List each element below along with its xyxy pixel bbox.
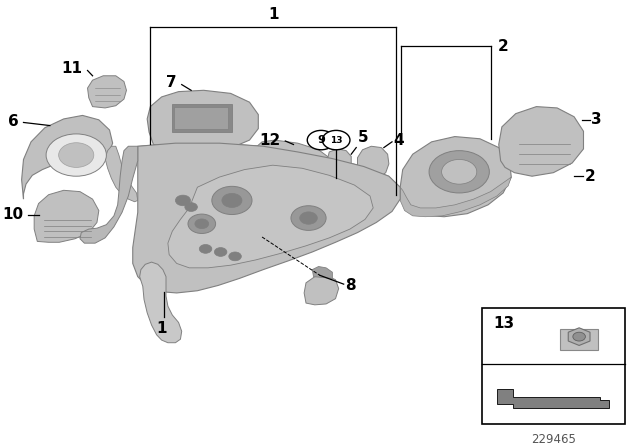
Text: 4: 4: [393, 134, 404, 148]
Text: 7: 7: [166, 75, 177, 90]
Polygon shape: [497, 389, 609, 408]
Circle shape: [442, 159, 477, 184]
Text: 13: 13: [493, 316, 514, 331]
Circle shape: [300, 212, 317, 224]
Text: 13: 13: [330, 136, 342, 145]
Text: 5: 5: [358, 130, 368, 145]
Text: 3: 3: [591, 112, 602, 127]
Circle shape: [228, 252, 241, 261]
Circle shape: [175, 195, 191, 206]
Text: 12: 12: [260, 133, 281, 147]
Polygon shape: [568, 328, 590, 345]
Polygon shape: [400, 177, 511, 217]
Circle shape: [307, 130, 335, 150]
Circle shape: [573, 332, 586, 341]
Circle shape: [323, 130, 350, 150]
Text: 10: 10: [3, 207, 24, 223]
Bar: [482, 308, 625, 424]
Polygon shape: [105, 146, 138, 202]
Circle shape: [185, 202, 197, 211]
Circle shape: [291, 206, 326, 230]
Bar: [174, 107, 228, 129]
Polygon shape: [88, 76, 127, 108]
Polygon shape: [358, 146, 389, 178]
Polygon shape: [138, 143, 400, 202]
Text: 8: 8: [345, 278, 356, 293]
Polygon shape: [147, 90, 259, 149]
Circle shape: [199, 245, 212, 253]
Text: 11: 11: [61, 61, 83, 76]
Polygon shape: [327, 149, 351, 171]
Polygon shape: [34, 190, 99, 242]
Polygon shape: [400, 137, 511, 217]
Circle shape: [222, 194, 242, 207]
Text: 229465: 229465: [531, 434, 576, 447]
Circle shape: [195, 219, 209, 228]
Text: 2: 2: [498, 39, 509, 54]
Polygon shape: [499, 107, 584, 176]
Text: 2: 2: [585, 169, 595, 184]
Polygon shape: [132, 143, 400, 293]
Polygon shape: [168, 165, 373, 268]
Polygon shape: [304, 276, 339, 305]
Circle shape: [214, 248, 227, 256]
Text: 1: 1: [156, 321, 167, 336]
Polygon shape: [254, 156, 323, 176]
Circle shape: [188, 214, 216, 233]
Text: 1: 1: [268, 7, 278, 22]
Polygon shape: [312, 267, 332, 278]
Polygon shape: [154, 146, 237, 156]
Circle shape: [429, 151, 490, 193]
Text: 9: 9: [317, 135, 325, 145]
Polygon shape: [140, 262, 182, 343]
Circle shape: [59, 143, 94, 168]
Circle shape: [212, 186, 252, 215]
Polygon shape: [22, 116, 113, 199]
Circle shape: [46, 134, 106, 176]
Text: 6: 6: [8, 114, 19, 129]
Bar: [172, 103, 232, 132]
Bar: [560, 329, 598, 350]
Polygon shape: [257, 140, 329, 170]
Polygon shape: [80, 146, 138, 243]
